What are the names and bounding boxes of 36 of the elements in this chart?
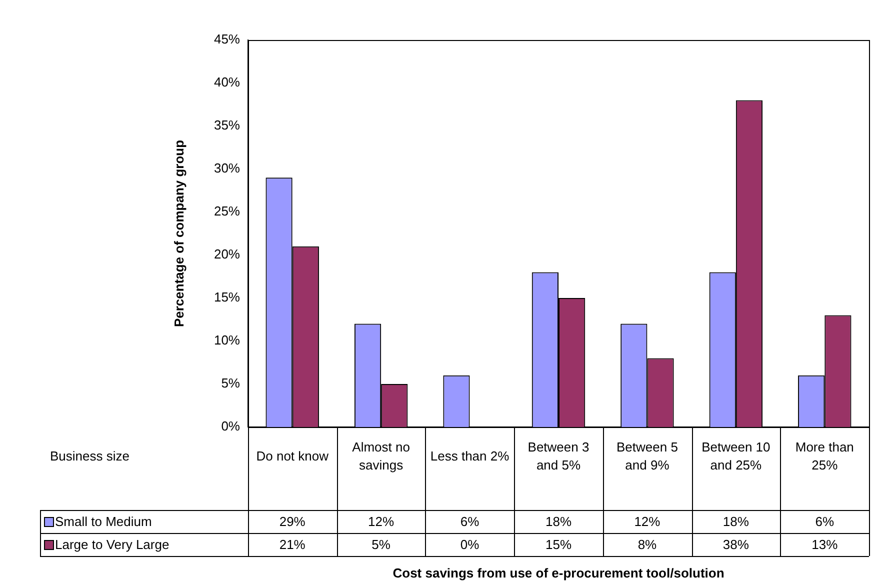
x-tick-label: Between 5 and 9% (616, 440, 678, 473)
x-tick-label: More than 25% (795, 440, 854, 473)
x-tick-label: Between 3 and 5% (528, 440, 590, 473)
x-tick-label: Almost no savings (352, 440, 410, 473)
y-tick-label: 10% (214, 332, 240, 348)
y-tick-label: 25% (214, 204, 240, 219)
legend-title: Business size (50, 448, 130, 464)
y-tick-label: 45% (214, 32, 240, 47)
y-tick-label: 30% (214, 160, 240, 176)
y-tick-label: 35% (214, 118, 240, 133)
legend-label: Small to Medium (55, 514, 152, 530)
y-tick-label: 0% (221, 418, 240, 434)
data-label: 38% (722, 537, 750, 552)
y-tick-label: 15% (214, 290, 240, 305)
data-label: 15% (545, 537, 572, 552)
legend-label: Large to Very Large (55, 537, 170, 552)
y-tick-label: 20% (214, 246, 240, 262)
data-label: 6% (460, 514, 480, 530)
data-label: 0% (460, 537, 480, 552)
y-tick-label: 40% (214, 74, 240, 90)
x-tick-label: Between 10 and 25% (702, 440, 770, 473)
text: Cost savings from use of e-procurement tool/solution (392, 566, 724, 581)
x-tick-label: Less than 2% (430, 448, 510, 464)
y-axis-title: Percentage of company group (171, 140, 186, 328)
x-tick-label: Do not know (256, 448, 330, 464)
data-label: 8% (638, 537, 658, 552)
y-tick-label: 5% (221, 376, 240, 391)
data-label: 5% (372, 537, 391, 552)
data-label: 12% (634, 514, 661, 530)
data-label: 18% (545, 514, 572, 530)
data-label: 6% (815, 514, 834, 530)
data-label: 21% (279, 537, 306, 552)
data-label: 29% (279, 514, 306, 530)
data-label: 18% (722, 514, 750, 530)
data-label: 12% (368, 514, 395, 530)
data-label: 13% (812, 537, 838, 552)
